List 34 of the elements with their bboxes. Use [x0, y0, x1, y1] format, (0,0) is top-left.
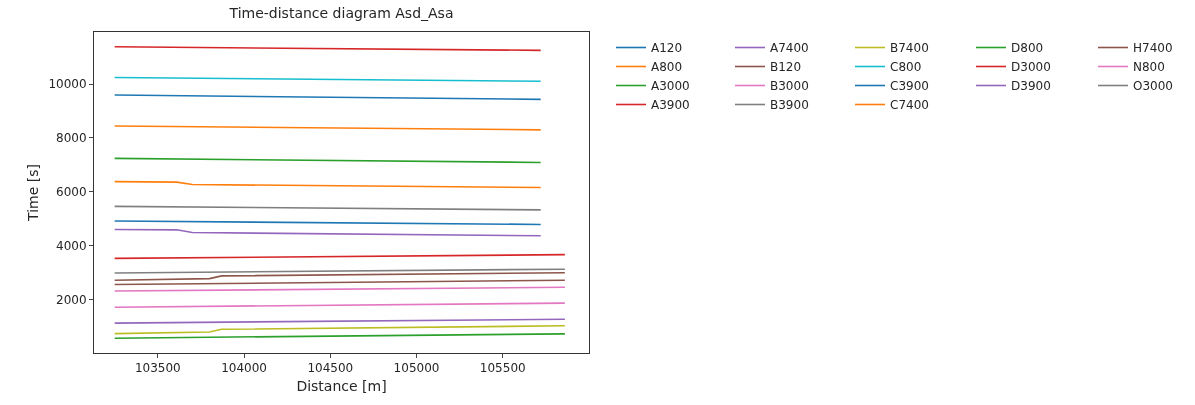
- line-series: [113, 271, 566, 282]
- legend-label: A120: [651, 41, 683, 56]
- line-series: [113, 228, 542, 237]
- legend-label: D3000: [1011, 60, 1051, 75]
- legend-label: B3900: [770, 98, 809, 113]
- x-tick-label: 105000: [393, 361, 440, 376]
- legend-label: A800: [651, 60, 683, 75]
- legend-label: C3900: [890, 79, 929, 94]
- legend-label: A3900: [651, 98, 690, 113]
- legend-label: D3900: [1011, 79, 1051, 94]
- legend-label: C7400: [890, 98, 929, 113]
- legend-label: A7400: [770, 41, 809, 56]
- y-tick-label: 10000: [48, 77, 87, 92]
- legend-label: B3000: [770, 79, 809, 94]
- chart-title: Time-distance diagram Asd_Asa: [228, 4, 454, 21]
- line-series: [113, 324, 566, 335]
- x-tick-label: 104500: [307, 361, 354, 376]
- y-tick-label: 8000: [56, 131, 87, 146]
- y-tick-label: 2000: [56, 292, 87, 307]
- legend-label: A3000: [651, 79, 690, 94]
- y-tick-label: 6000: [56, 185, 87, 200]
- legend-label: N800: [1133, 60, 1165, 75]
- y-tick-label: 4000: [56, 238, 87, 253]
- legend-label: O3000: [1133, 79, 1173, 94]
- x-tick-label: 103500: [134, 361, 181, 376]
- legend-label: B7400: [890, 41, 929, 56]
- legend-label: H7400: [1133, 41, 1173, 56]
- legend-label: C800: [890, 60, 922, 75]
- y-axis-title: Time [s]: [25, 164, 42, 222]
- x-axis-title: Distance [m]: [296, 377, 387, 394]
- x-tick-label: 104000: [221, 361, 267, 376]
- x-tick-label: 105500: [479, 361, 526, 376]
- legend-label: B120: [770, 60, 802, 75]
- legend-label: D800: [1011, 41, 1044, 56]
